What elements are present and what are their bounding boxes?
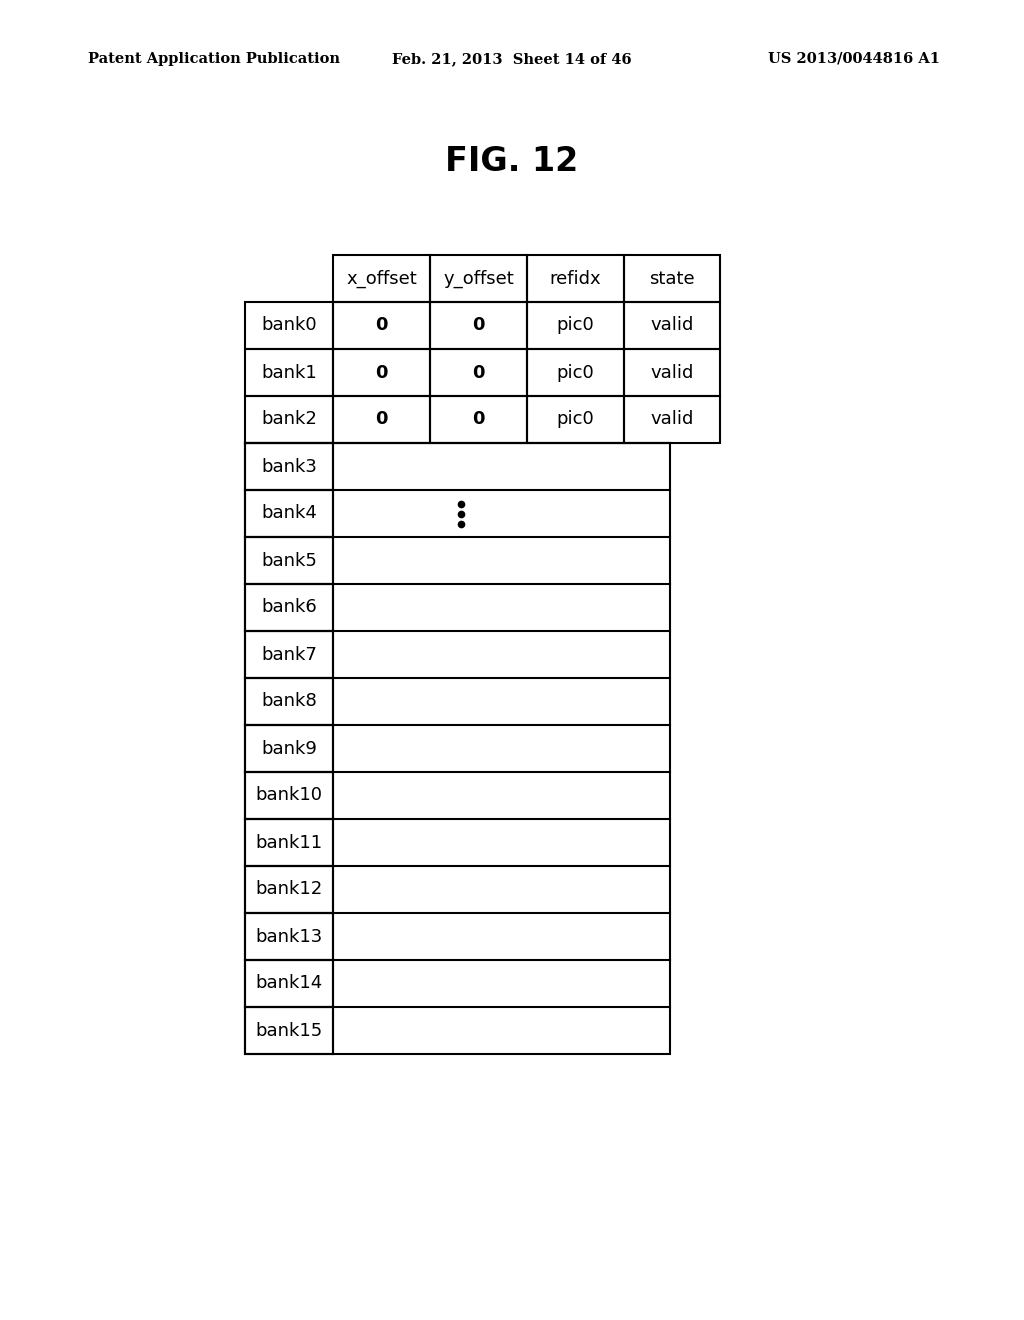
Bar bbox=[245, 866, 333, 913]
Text: 0: 0 bbox=[472, 411, 484, 429]
Bar bbox=[333, 255, 430, 302]
Bar bbox=[245, 444, 670, 1053]
Bar bbox=[245, 818, 333, 866]
Text: y_offset: y_offset bbox=[443, 269, 514, 288]
Text: bank0: bank0 bbox=[261, 317, 316, 334]
Text: bank6: bank6 bbox=[261, 598, 316, 616]
Text: bank7: bank7 bbox=[261, 645, 317, 664]
Bar bbox=[245, 1007, 333, 1053]
Text: 0: 0 bbox=[375, 411, 388, 429]
Bar bbox=[430, 348, 527, 396]
Text: Patent Application Publication: Patent Application Publication bbox=[88, 51, 340, 66]
Bar bbox=[245, 725, 333, 772]
Bar bbox=[333, 396, 430, 444]
Text: valid: valid bbox=[650, 363, 693, 381]
Bar bbox=[245, 302, 333, 348]
Text: bank8: bank8 bbox=[261, 693, 316, 710]
Text: bank2: bank2 bbox=[261, 411, 317, 429]
Text: bank15: bank15 bbox=[255, 1022, 323, 1040]
Text: bank3: bank3 bbox=[261, 458, 317, 475]
Bar bbox=[624, 396, 720, 444]
Text: US 2013/0044816 A1: US 2013/0044816 A1 bbox=[768, 51, 940, 66]
Text: valid: valid bbox=[650, 411, 693, 429]
Text: bank14: bank14 bbox=[255, 974, 323, 993]
Text: bank4: bank4 bbox=[261, 504, 317, 523]
Text: 0: 0 bbox=[472, 317, 484, 334]
Text: refidx: refidx bbox=[550, 269, 601, 288]
Bar bbox=[245, 444, 333, 490]
Text: pic0: pic0 bbox=[557, 363, 594, 381]
Bar bbox=[245, 631, 333, 678]
Text: Feb. 21, 2013  Sheet 14 of 46: Feb. 21, 2013 Sheet 14 of 46 bbox=[392, 51, 632, 66]
Text: FIG. 12: FIG. 12 bbox=[445, 145, 579, 178]
Bar bbox=[245, 537, 333, 583]
Text: 0: 0 bbox=[375, 317, 388, 334]
Bar bbox=[245, 583, 333, 631]
Bar bbox=[430, 255, 527, 302]
Text: state: state bbox=[649, 269, 695, 288]
Text: bank5: bank5 bbox=[261, 552, 317, 569]
Bar bbox=[333, 302, 430, 348]
Bar bbox=[527, 348, 624, 396]
Bar bbox=[245, 772, 333, 818]
Bar bbox=[624, 302, 720, 348]
Bar bbox=[527, 255, 624, 302]
Bar bbox=[245, 913, 333, 960]
Bar bbox=[333, 348, 430, 396]
Bar bbox=[245, 348, 333, 396]
Bar bbox=[527, 302, 624, 348]
Text: bank10: bank10 bbox=[256, 787, 323, 804]
Bar bbox=[245, 490, 333, 537]
Text: valid: valid bbox=[650, 317, 693, 334]
Text: pic0: pic0 bbox=[557, 317, 594, 334]
Text: x_offset: x_offset bbox=[346, 269, 417, 288]
Bar bbox=[245, 678, 333, 725]
Bar bbox=[245, 960, 333, 1007]
Bar bbox=[245, 396, 333, 444]
Text: 0: 0 bbox=[375, 363, 388, 381]
Text: bank1: bank1 bbox=[261, 363, 316, 381]
Text: bank11: bank11 bbox=[255, 833, 323, 851]
Bar bbox=[430, 396, 527, 444]
Bar bbox=[624, 348, 720, 396]
Bar bbox=[624, 255, 720, 302]
Bar bbox=[430, 302, 527, 348]
Bar bbox=[527, 396, 624, 444]
Text: pic0: pic0 bbox=[557, 411, 594, 429]
Text: 0: 0 bbox=[472, 363, 484, 381]
Text: bank9: bank9 bbox=[261, 739, 317, 758]
Text: bank12: bank12 bbox=[255, 880, 323, 899]
Text: bank13: bank13 bbox=[255, 928, 323, 945]
